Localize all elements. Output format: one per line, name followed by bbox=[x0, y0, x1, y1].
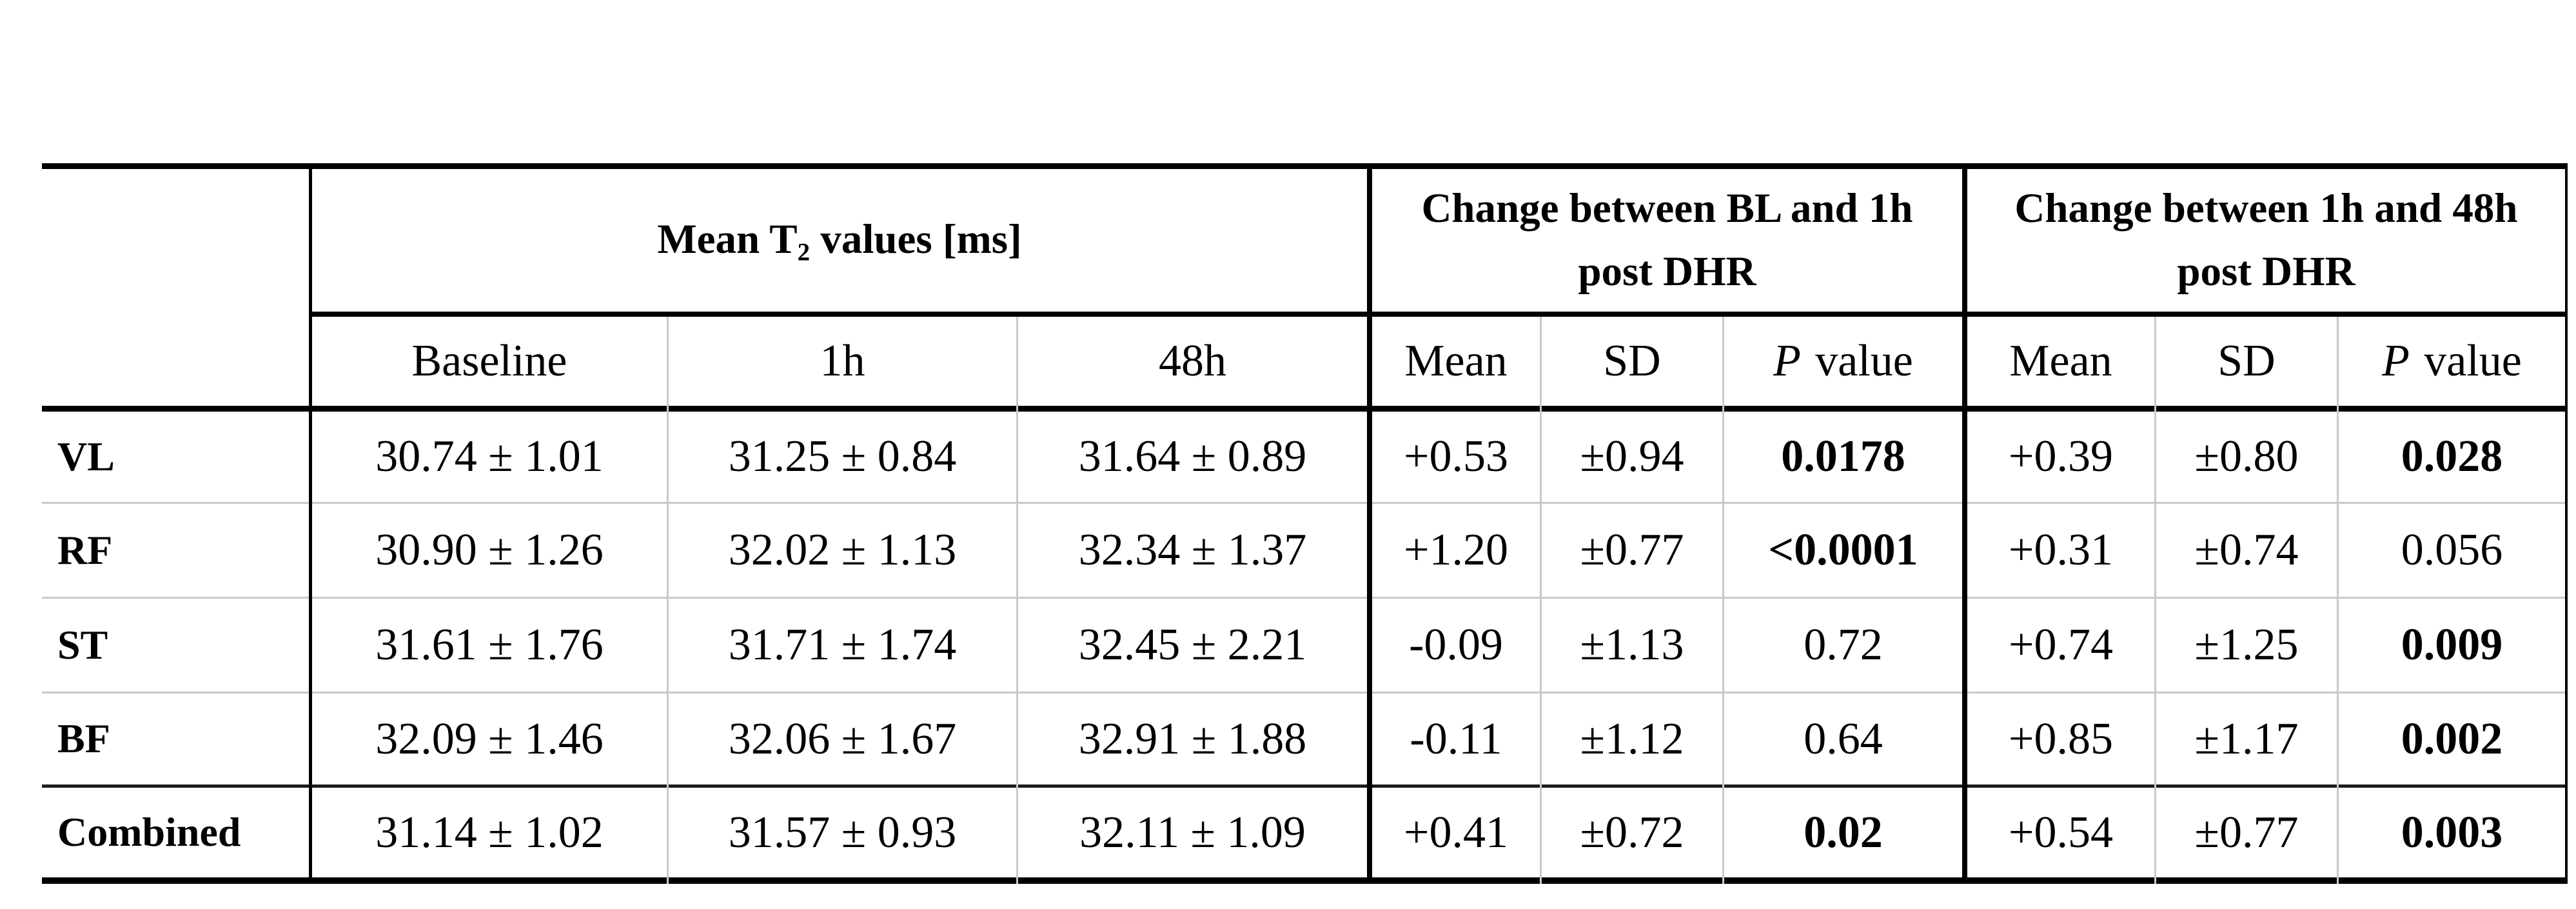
row-label-rf: RF bbox=[57, 526, 113, 573]
rule-bottom-border bbox=[42, 877, 2568, 884]
cell-rf-change1-p: <0.0001 bbox=[1768, 525, 1918, 575]
cell-st-change1-mean: -0.09 bbox=[1409, 620, 1503, 670]
cell-combined-change2-mean: +0.54 bbox=[2009, 807, 2113, 857]
row-label-bf: BF bbox=[57, 715, 110, 762]
cell-vl-1h: 31.25 ± 0.84 bbox=[728, 432, 957, 481]
group-header-change-bl-1h: Change between BL and 1h post DHR bbox=[1421, 185, 1913, 295]
cell-vl-baseline: 30.74 ± 1.01 bbox=[375, 432, 604, 481]
col-header-48h: 48h bbox=[1159, 336, 1226, 386]
cell-bf-baseline: 32.09 ± 1.46 bbox=[375, 714, 604, 764]
row-label-combined: Combined bbox=[57, 809, 241, 855]
cell-st-change1-sd: ±1.13 bbox=[1580, 620, 1684, 670]
cell-rf-change2-mean: +0.31 bbox=[2009, 525, 2113, 575]
cell-vl-change2-p: 0.028 bbox=[2401, 432, 2503, 481]
cell-rf-1h: 32.02 ± 1.13 bbox=[728, 525, 957, 575]
cell-vl-change1-sd: ±0.94 bbox=[1580, 432, 1684, 481]
rule-vertical-section-1 bbox=[1367, 163, 1372, 884]
group-header-change-1h-48h: Change between 1h and 48h post DHR bbox=[2014, 185, 2518, 295]
cell-st-change2-sd: ±1.25 bbox=[2194, 620, 2299, 670]
col-header-mean-1: Mean bbox=[1404, 336, 1508, 386]
cell-st-change2-mean: +0.74 bbox=[2009, 620, 2113, 670]
rule-vertical-section-2 bbox=[1962, 163, 1967, 884]
col-header-p-value-2: P value bbox=[2382, 336, 2522, 386]
rule-vertical-sd-p-2 bbox=[2337, 317, 2339, 884]
cell-vl-change2-sd: ±0.80 bbox=[2194, 432, 2299, 481]
col-header-sd-2: SD bbox=[2217, 336, 2276, 386]
rule-vertical-1h-48h bbox=[1016, 317, 1018, 884]
cell-rf-change1-mean: +1.20 bbox=[1404, 525, 1508, 575]
cell-combined-change1-mean: +0.41 bbox=[1404, 807, 1508, 857]
rule-vertical-sd-p-1 bbox=[1722, 317, 1724, 884]
rule-under-subheader bbox=[42, 406, 2568, 412]
cell-vl-change1-mean: +0.53 bbox=[1404, 432, 1508, 481]
group-header-mean-t2: Mean T2 values [ms] bbox=[312, 169, 1367, 312]
cell-rf-48h: 32.34 ± 1.37 bbox=[1078, 525, 1307, 575]
rule-vertical-baseline-1h bbox=[667, 317, 669, 884]
cell-vl-change2-mean: +0.39 bbox=[2009, 432, 2113, 481]
cell-vl-change1-p: 0.0178 bbox=[1781, 432, 1905, 481]
col-header-sd-1: SD bbox=[1603, 336, 1661, 386]
rule-vertical-label-divider bbox=[309, 163, 312, 884]
cell-combined-change1-sd: ±0.72 bbox=[1580, 807, 1684, 857]
row-label-vl: VL bbox=[57, 433, 115, 479]
cell-st-48h: 32.45 ± 2.21 bbox=[1078, 620, 1307, 670]
cell-combined-change1-p: 0.02 bbox=[1804, 807, 1883, 857]
cell-combined-change2-sd: ±0.77 bbox=[2194, 807, 2299, 857]
cell-combined-48h: 32.11 ± 1.09 bbox=[1079, 807, 1306, 857]
col-header-1h: 1h bbox=[820, 336, 865, 386]
cell-bf-change1-p: 0.64 bbox=[1804, 714, 1883, 764]
row-label-st: ST bbox=[57, 621, 108, 668]
cell-rf-change2-sd: ±0.74 bbox=[2194, 525, 2299, 575]
cell-bf-change1-sd: ±1.12 bbox=[1580, 714, 1684, 764]
cell-st-baseline: 31.61 ± 1.76 bbox=[375, 620, 604, 670]
cell-combined-baseline: 31.14 ± 1.02 bbox=[375, 807, 604, 857]
rule-row-separator-2 bbox=[42, 597, 2568, 599]
cell-bf-1h: 32.06 ± 1.67 bbox=[728, 714, 957, 764]
cell-vl-48h: 31.64 ± 0.89 bbox=[1078, 432, 1307, 481]
cell-bf-change2-p: 0.002 bbox=[2401, 714, 2503, 764]
cell-rf-change1-sd: ±0.77 bbox=[1580, 525, 1684, 575]
rule-row-separator-3 bbox=[42, 692, 2568, 694]
col-header-p-value-1: P value bbox=[1773, 336, 1913, 386]
group-header-mean-t2-text: Mean T2 values [ms] bbox=[657, 216, 1022, 267]
cell-bf-change1-mean: -0.11 bbox=[1410, 714, 1502, 764]
rule-under-group-header bbox=[311, 312, 2568, 317]
rule-vertical-mean-sd-2 bbox=[2154, 317, 2156, 884]
cell-combined-change2-p: 0.003 bbox=[2401, 807, 2503, 857]
rule-vertical-mean-sd-1 bbox=[1540, 317, 1542, 884]
rule-top-border bbox=[42, 163, 2568, 169]
rule-row-separator-1 bbox=[42, 502, 2568, 504]
cell-st-change2-p: 0.009 bbox=[2401, 620, 2503, 670]
cell-st-change1-p: 0.72 bbox=[1804, 620, 1883, 670]
col-header-baseline: Baseline bbox=[411, 336, 567, 386]
cell-combined-1h: 31.57 ± 0.93 bbox=[728, 807, 957, 857]
cell-st-1h: 31.71 ± 1.74 bbox=[728, 620, 957, 670]
cell-bf-change2-sd: ±1.17 bbox=[2194, 714, 2299, 764]
cell-rf-change2-p: 0.056 bbox=[2401, 525, 2503, 575]
rule-right-border bbox=[2565, 163, 2568, 884]
cell-bf-change2-mean: +0.85 bbox=[2009, 714, 2113, 764]
cell-rf-baseline: 30.90 ± 1.26 bbox=[375, 525, 604, 575]
cell-bf-48h: 32.91 ± 1.88 bbox=[1078, 714, 1307, 764]
col-header-mean-2: Mean bbox=[2009, 336, 2112, 386]
rule-above-combined-row bbox=[42, 784, 2568, 788]
